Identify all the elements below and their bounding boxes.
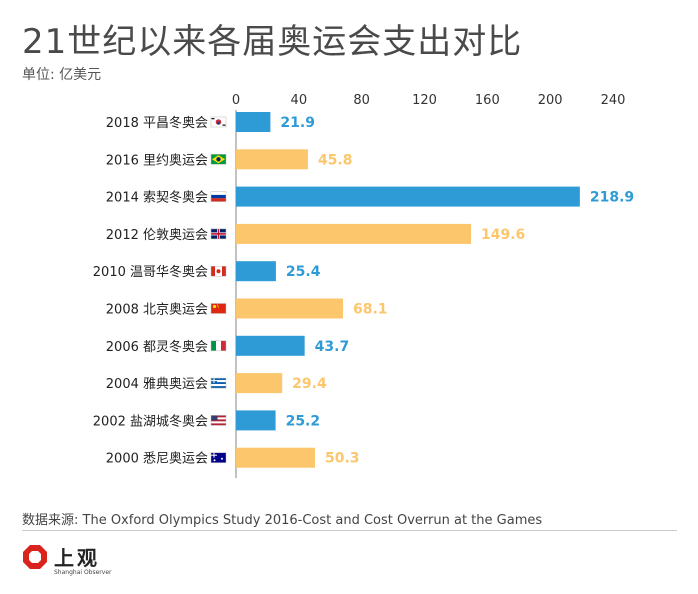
category-label: 2016 里约奥运会 — [106, 153, 208, 168]
value-label: 25.4 — [286, 264, 321, 280]
category-label: 2008 北京奥运会 — [106, 303, 208, 318]
brazil-flag-icon — [210, 154, 227, 165]
x-tick-label: 160 — [475, 93, 500, 108]
bar-chart: 0 40 80 120 160 200 240 2018 平昌冬奥会 21.9 2016 里约奥运… — [93, 93, 634, 478]
category-label: 2006 都灵冬奥会 — [106, 339, 208, 355]
value-label: 43.7 — [315, 339, 350, 355]
italy-flag-icon — [210, 340, 227, 352]
greece-flag-icon — [210, 377, 227, 389]
korea-flag-icon — [210, 116, 227, 128]
bar — [236, 112, 271, 132]
unit-label: 单位: 亿美元 — [22, 67, 102, 83]
bar — [236, 373, 283, 394]
x-tick-label: 120 — [412, 93, 437, 108]
divider — [22, 530, 677, 531]
china-flag-icon — [210, 303, 227, 314]
shanghai-observer-logo: 上观 Shanghai Observer — [22, 544, 142, 584]
australia-flag-icon — [210, 452, 227, 463]
bar — [236, 335, 305, 356]
value-label: 149.6 — [481, 227, 525, 243]
category-label: 2018 平昌冬奥会 — [106, 115, 208, 131]
x-tick-label: 200 — [538, 93, 563, 108]
category-label: 2014 索契冬奥会 — [106, 190, 208, 206]
value-label: 68.1 — [353, 302, 388, 318]
bar — [236, 298, 343, 319]
value-label: 45.8 — [318, 152, 353, 168]
logo-octagon-icon — [23, 545, 47, 569]
value-label: 29.4 — [292, 376, 327, 392]
logo-text: 上观 — [54, 546, 100, 570]
x-tick-label: 80 — [353, 93, 370, 108]
source-note: 数据来源: The Oxford Olympics Study 2016-Cos… — [22, 513, 543, 528]
x-tick-label: 0 — [232, 93, 240, 108]
bar — [236, 261, 276, 282]
bar — [236, 447, 316, 468]
value-label: 21.9 — [280, 115, 315, 131]
x-tick-label: 240 — [601, 93, 626, 108]
bar — [236, 186, 580, 207]
russia-flag-icon — [210, 191, 227, 202]
category-label: 2004 雅典奥运会 — [106, 377, 208, 392]
bar — [236, 223, 471, 244]
value-label: 25.2 — [286, 413, 321, 429]
bar — [236, 149, 308, 170]
logo-subtext: Shanghai Observer — [54, 569, 112, 576]
uk-flag-icon — [210, 228, 227, 240]
value-label: 218.9 — [590, 190, 634, 206]
usa-flag-icon — [210, 415, 227, 426]
value-label: 50.3 — [325, 451, 360, 467]
canada-flag-icon — [210, 265, 227, 277]
x-tick-label: 40 — [291, 93, 308, 108]
bar — [236, 410, 276, 431]
category-label: 2010 温哥华冬奥会 — [93, 264, 208, 280]
category-label: 2012 伦敦奥运会 — [106, 227, 208, 243]
category-label: 2000 悉尼奥运会 — [106, 452, 208, 467]
category-label: 2002 盐湖城冬奥会 — [93, 413, 208, 429]
chart-title: 21世纪以来各届奥运会支出对比 — [22, 22, 523, 62]
